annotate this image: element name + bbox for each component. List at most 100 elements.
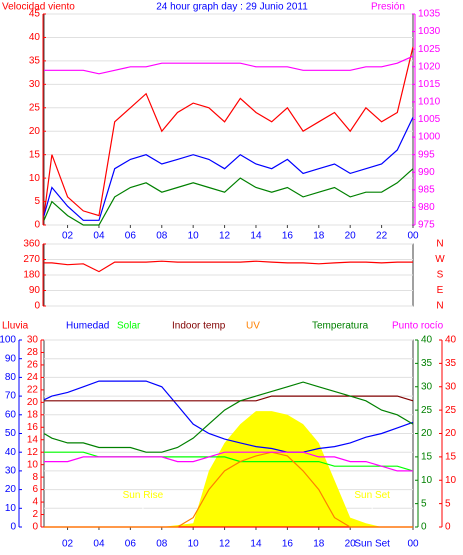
- x-tick-label: 00: [407, 539, 419, 550]
- y-tick-label: 10: [27, 459, 39, 470]
- legend-label: Indoor temp: [172, 321, 226, 332]
- x-tick-label: 20: [345, 539, 357, 550]
- y-tick-label: 15: [445, 452, 457, 463]
- y-tick-label: 5: [421, 498, 427, 509]
- y-tick-label: 0: [421, 522, 427, 533]
- series-line: [43, 168, 414, 226]
- series-line: [44, 55, 414, 75]
- x-tick-label: 12: [219, 231, 231, 242]
- title: 24 hour graph day : 29 Junio 2011: [156, 2, 308, 13]
- y-tick-label: 80: [5, 372, 17, 383]
- y-tick-label: 0: [34, 220, 40, 231]
- y-tick-label: 60: [5, 409, 17, 420]
- y-tick-label: 6: [32, 484, 38, 495]
- x-tick-label: 14: [250, 539, 262, 550]
- x-tick-label: 10: [188, 539, 200, 550]
- series-line: [43, 116, 414, 221]
- y-tick-label: 100: [0, 335, 16, 346]
- y-tick-label: 10: [421, 475, 433, 486]
- y-tick-label: 0: [10, 522, 16, 533]
- x-tick-label: 12: [219, 539, 231, 550]
- y-tick-label: 30: [5, 466, 17, 477]
- series-line: [44, 451, 413, 528]
- x-tick-label: 08: [156, 539, 168, 550]
- y-tick-label: 180: [23, 270, 40, 281]
- compass-label: N: [436, 301, 443, 312]
- y-tick-label: 30: [29, 79, 41, 90]
- compass-label: S: [437, 270, 444, 281]
- y-tick-label: 90: [29, 285, 41, 296]
- y-tick-label: 990: [418, 167, 435, 178]
- y-tick-label: 270: [23, 254, 40, 265]
- x-tick-label: 08: [156, 231, 168, 242]
- plot-area: [43, 13, 414, 226]
- x-tick-label: 20: [345, 231, 357, 242]
- y-tick-label: 10: [5, 503, 17, 514]
- y-tick-label: 0: [32, 522, 38, 533]
- y-tick-label: 30: [445, 381, 457, 392]
- y-tick-label: 975: [418, 220, 435, 231]
- y-tick-label: 4: [32, 497, 38, 508]
- y-tick-label: 1005: [418, 114, 441, 125]
- pressure-label: Presión: [371, 2, 405, 13]
- series-line: [44, 451, 413, 472]
- y-tick-label: 30: [27, 335, 39, 346]
- y-tick-label: 24: [27, 372, 39, 383]
- y-tick-label: 5: [34, 196, 40, 207]
- y-tick-label: 980: [418, 202, 435, 213]
- y-tick-label: 995: [418, 149, 435, 160]
- x-tick-label: 14: [250, 231, 262, 242]
- y-tick-label: 12: [27, 447, 39, 458]
- compass-label: N: [436, 239, 443, 250]
- y-tick-label: 1000: [418, 132, 441, 143]
- y-tick-label: 10: [445, 475, 457, 486]
- series-line: [43, 381, 414, 453]
- legend-label: Lluvia: [2, 321, 29, 332]
- x-tick-label: 06: [125, 231, 137, 242]
- y-tick-label: 1025: [418, 44, 441, 55]
- x-tick-label: 02: [62, 539, 74, 550]
- annotation: Sun Rise: [123, 490, 164, 501]
- wind-label: Velocidad viento: [2, 2, 75, 13]
- legend-label: Humedad: [66, 321, 109, 332]
- compass-label: W: [435, 254, 445, 265]
- x-tick-label: 06: [125, 539, 137, 550]
- y-tick-label: 50: [5, 428, 17, 439]
- x-tick-label: 16: [282, 231, 294, 242]
- y-tick-label: 40: [29, 32, 41, 43]
- compass-label: E: [437, 285, 444, 296]
- y-tick-label: 35: [421, 358, 433, 369]
- legend-label: Solar: [117, 321, 141, 332]
- y-tick-label: 22: [27, 385, 39, 396]
- y-tick-label: 90: [5, 353, 17, 364]
- legend-label: Punto rocío: [392, 321, 444, 332]
- y-tick-label: 1030: [418, 26, 441, 37]
- y-tick-label: 70: [5, 391, 17, 402]
- y-tick-label: 30: [421, 381, 433, 392]
- y-tick-label: 25: [29, 102, 41, 113]
- x-tick-label: 00: [407, 231, 419, 242]
- y-tick-label: 10: [29, 173, 41, 184]
- y-tick-label: 40: [421, 335, 433, 346]
- y-tick-label: 1035: [418, 9, 441, 20]
- y-tick-label: 28: [27, 347, 39, 358]
- y-tick-label: 985: [418, 184, 435, 195]
- y-tick-label: 20: [421, 428, 433, 439]
- y-tick-label: 20: [27, 397, 39, 408]
- y-tick-label: 0: [445, 522, 451, 533]
- x-tick-label: 10: [188, 231, 200, 242]
- y-tick-label: 1010: [418, 97, 441, 108]
- y-tick-label: 360: [23, 239, 40, 250]
- x-tick-label: 04: [93, 231, 105, 242]
- y-tick-label: 5: [445, 498, 451, 509]
- y-tick-label: 20: [29, 126, 41, 137]
- y-tick-label: 0: [34, 301, 40, 312]
- legend-label: Temperatura: [312, 321, 369, 332]
- y-tick-label: 35: [29, 56, 41, 67]
- series-line: [43, 380, 414, 453]
- y-tick-label: 1020: [418, 61, 441, 72]
- x-tick-label: 16: [282, 539, 294, 550]
- y-tick-label: 20: [5, 484, 17, 495]
- x-tick-label: 02: [62, 231, 74, 242]
